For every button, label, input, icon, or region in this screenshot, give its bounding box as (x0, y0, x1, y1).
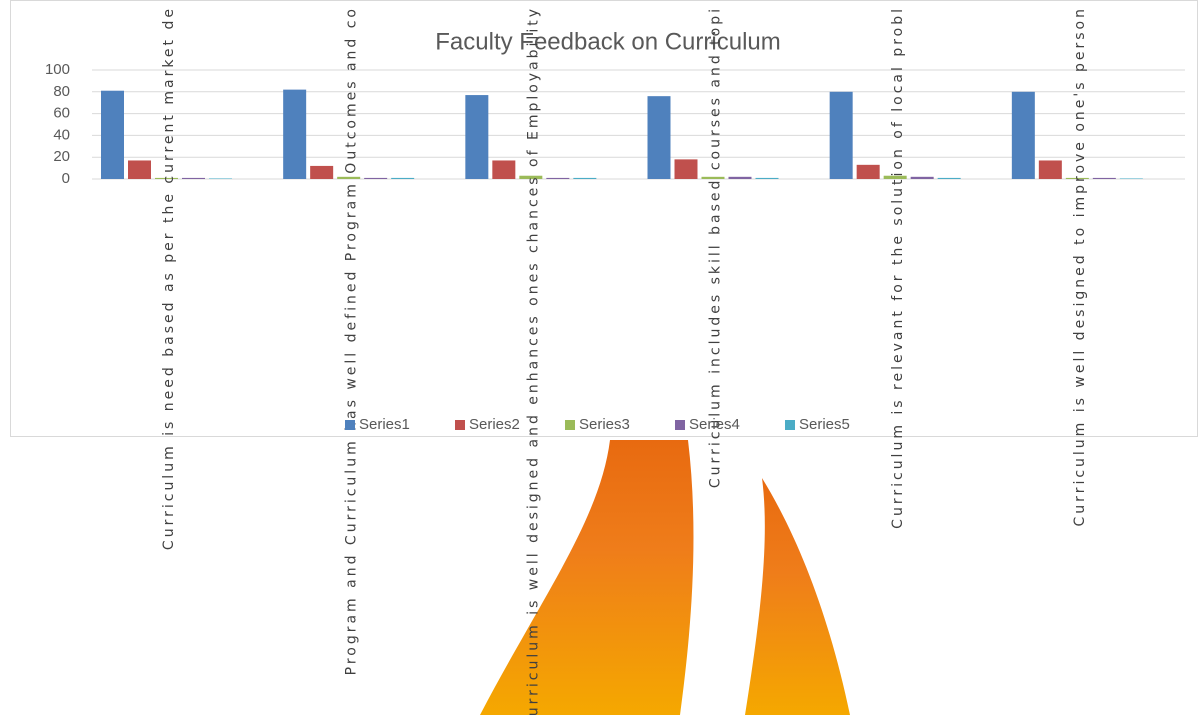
legend-swatch (675, 420, 685, 430)
x-tick-label: Curriculum includes skill based courses … (708, 6, 724, 488)
chart-frame (10, 0, 1198, 437)
bar (492, 160, 516, 179)
x-tick-label: Curriculum is need based as per the curr… (161, 6, 177, 550)
flame-decoration (480, 440, 694, 715)
y-tick-label: 80 (53, 83, 70, 100)
bar (310, 165, 334, 179)
bar (647, 96, 671, 179)
bar (1011, 91, 1035, 179)
bar (182, 177, 205, 179)
legend-swatch (785, 420, 795, 430)
bar (1038, 160, 1062, 179)
legend-label: Series5 (799, 416, 850, 433)
y-tick-label: 40 (53, 126, 70, 143)
bar (337, 176, 361, 179)
bar (155, 177, 178, 179)
bar (391, 177, 415, 179)
bar (546, 177, 570, 179)
bar (283, 89, 307, 179)
x-tick-label: Curriculum is well designed to improve o… (1072, 6, 1088, 526)
legend-label: Series1 (359, 416, 410, 433)
legend-label: Series3 (579, 416, 630, 433)
legend-label: Series4 (689, 416, 740, 433)
bar (883, 175, 907, 179)
bar (856, 164, 880, 179)
bar (519, 175, 543, 179)
bar (674, 159, 698, 179)
bar (1119, 178, 1143, 179)
y-tick-label: 60 (53, 105, 70, 122)
chart-title: Faculty Feedback on Curriculum (435, 28, 780, 55)
bar (101, 90, 124, 179)
bar (364, 177, 388, 179)
bar (829, 91, 853, 179)
bar (209, 178, 232, 179)
legend-swatch (455, 420, 465, 430)
bar (573, 177, 597, 179)
x-tick-label: Program and Curriculum has well defined … (343, 6, 359, 675)
bar (937, 177, 961, 179)
bar (128, 160, 151, 179)
x-tick-label: Curriculum is relevant for the solution … (890, 6, 906, 529)
y-tick-label: 20 (53, 148, 70, 165)
bar (1065, 177, 1089, 179)
bar (465, 95, 489, 179)
x-tick-label: Curriculum is well designed and enhances… (525, 6, 541, 715)
y-tick-label: 100 (45, 61, 70, 78)
y-tick-label: 0 (62, 170, 70, 187)
flame-decoration (745, 478, 850, 715)
bar (755, 177, 779, 179)
bar (728, 176, 752, 179)
legend-swatch (345, 420, 355, 430)
legend-swatch (565, 420, 575, 430)
legend-label: Series2 (469, 416, 520, 433)
bar (701, 176, 725, 179)
bar (1092, 177, 1116, 179)
bar (910, 176, 934, 179)
